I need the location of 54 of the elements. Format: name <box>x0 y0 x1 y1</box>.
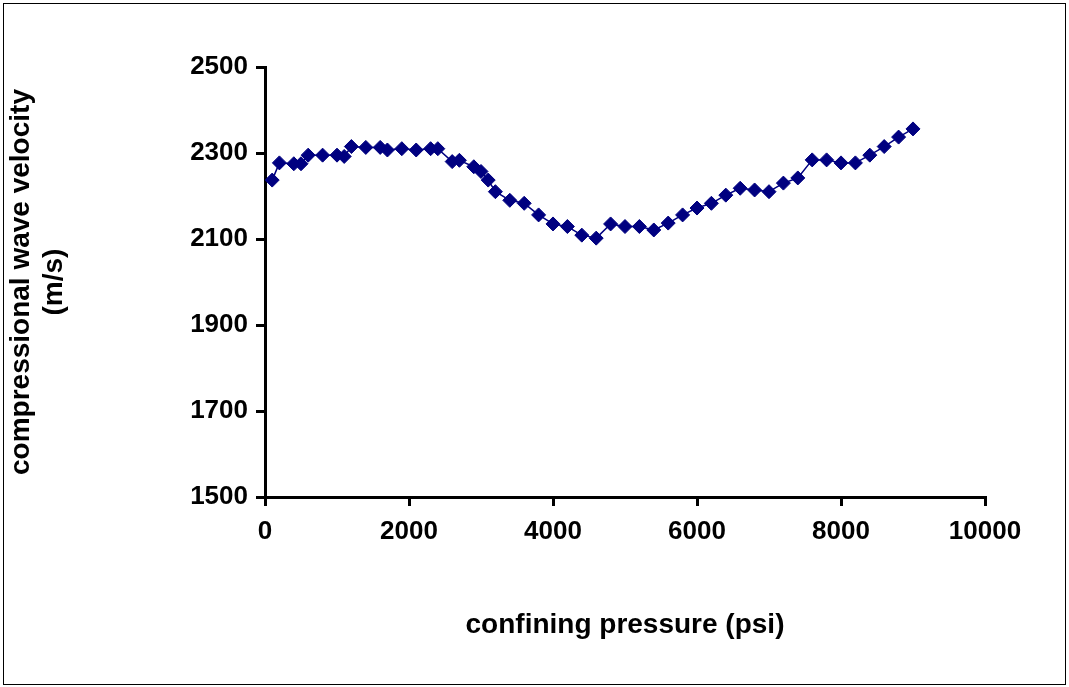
point <box>703 195 719 211</box>
point <box>732 180 748 196</box>
point <box>761 184 777 200</box>
point <box>588 230 604 246</box>
point <box>631 219 647 235</box>
point <box>300 147 316 163</box>
point <box>603 216 619 232</box>
x-axis-title: confining pressure (psi) <box>465 607 785 639</box>
point <box>271 155 287 171</box>
point <box>516 195 532 211</box>
point <box>905 121 921 137</box>
point <box>847 155 863 171</box>
x-tick-label: 10000 <box>948 514 1022 545</box>
point <box>775 175 791 191</box>
point <box>833 155 849 171</box>
point <box>408 142 424 158</box>
point <box>473 163 489 179</box>
y-tick-label: 2300 <box>190 136 248 167</box>
x-tick-label: 2000 <box>380 514 438 545</box>
x-tick-label: 4000 <box>524 514 582 545</box>
point <box>660 215 676 231</box>
point <box>531 207 547 223</box>
point <box>545 216 561 232</box>
y-axis-title: compressional wave velocity (m/s) <box>3 88 69 475</box>
point <box>790 170 806 186</box>
point <box>394 141 410 157</box>
point <box>315 147 331 163</box>
point <box>747 182 763 198</box>
x-tick-label: 0 <box>257 514 273 545</box>
point <box>487 184 503 200</box>
point <box>689 200 705 216</box>
point <box>862 147 878 163</box>
point <box>343 139 359 155</box>
y-tick-label: 1900 <box>190 308 248 339</box>
point <box>718 187 734 203</box>
point <box>502 192 518 208</box>
point <box>265 172 280 188</box>
point <box>646 222 662 238</box>
point <box>819 152 835 168</box>
point <box>804 152 820 168</box>
point <box>876 139 892 155</box>
point <box>480 172 496 188</box>
point <box>574 227 590 243</box>
point <box>559 219 575 235</box>
y-tick-label: 2100 <box>190 222 248 253</box>
point <box>617 219 633 235</box>
point <box>358 139 374 155</box>
y-tick-label: 1700 <box>190 394 248 425</box>
y-tick-label: 2500 <box>190 50 248 81</box>
point <box>675 207 691 223</box>
x-tick-label: 6000 <box>668 514 726 545</box>
y-tick-label: 1500 <box>190 480 248 511</box>
x-tick-label: 8000 <box>812 514 870 545</box>
point <box>891 129 907 145</box>
